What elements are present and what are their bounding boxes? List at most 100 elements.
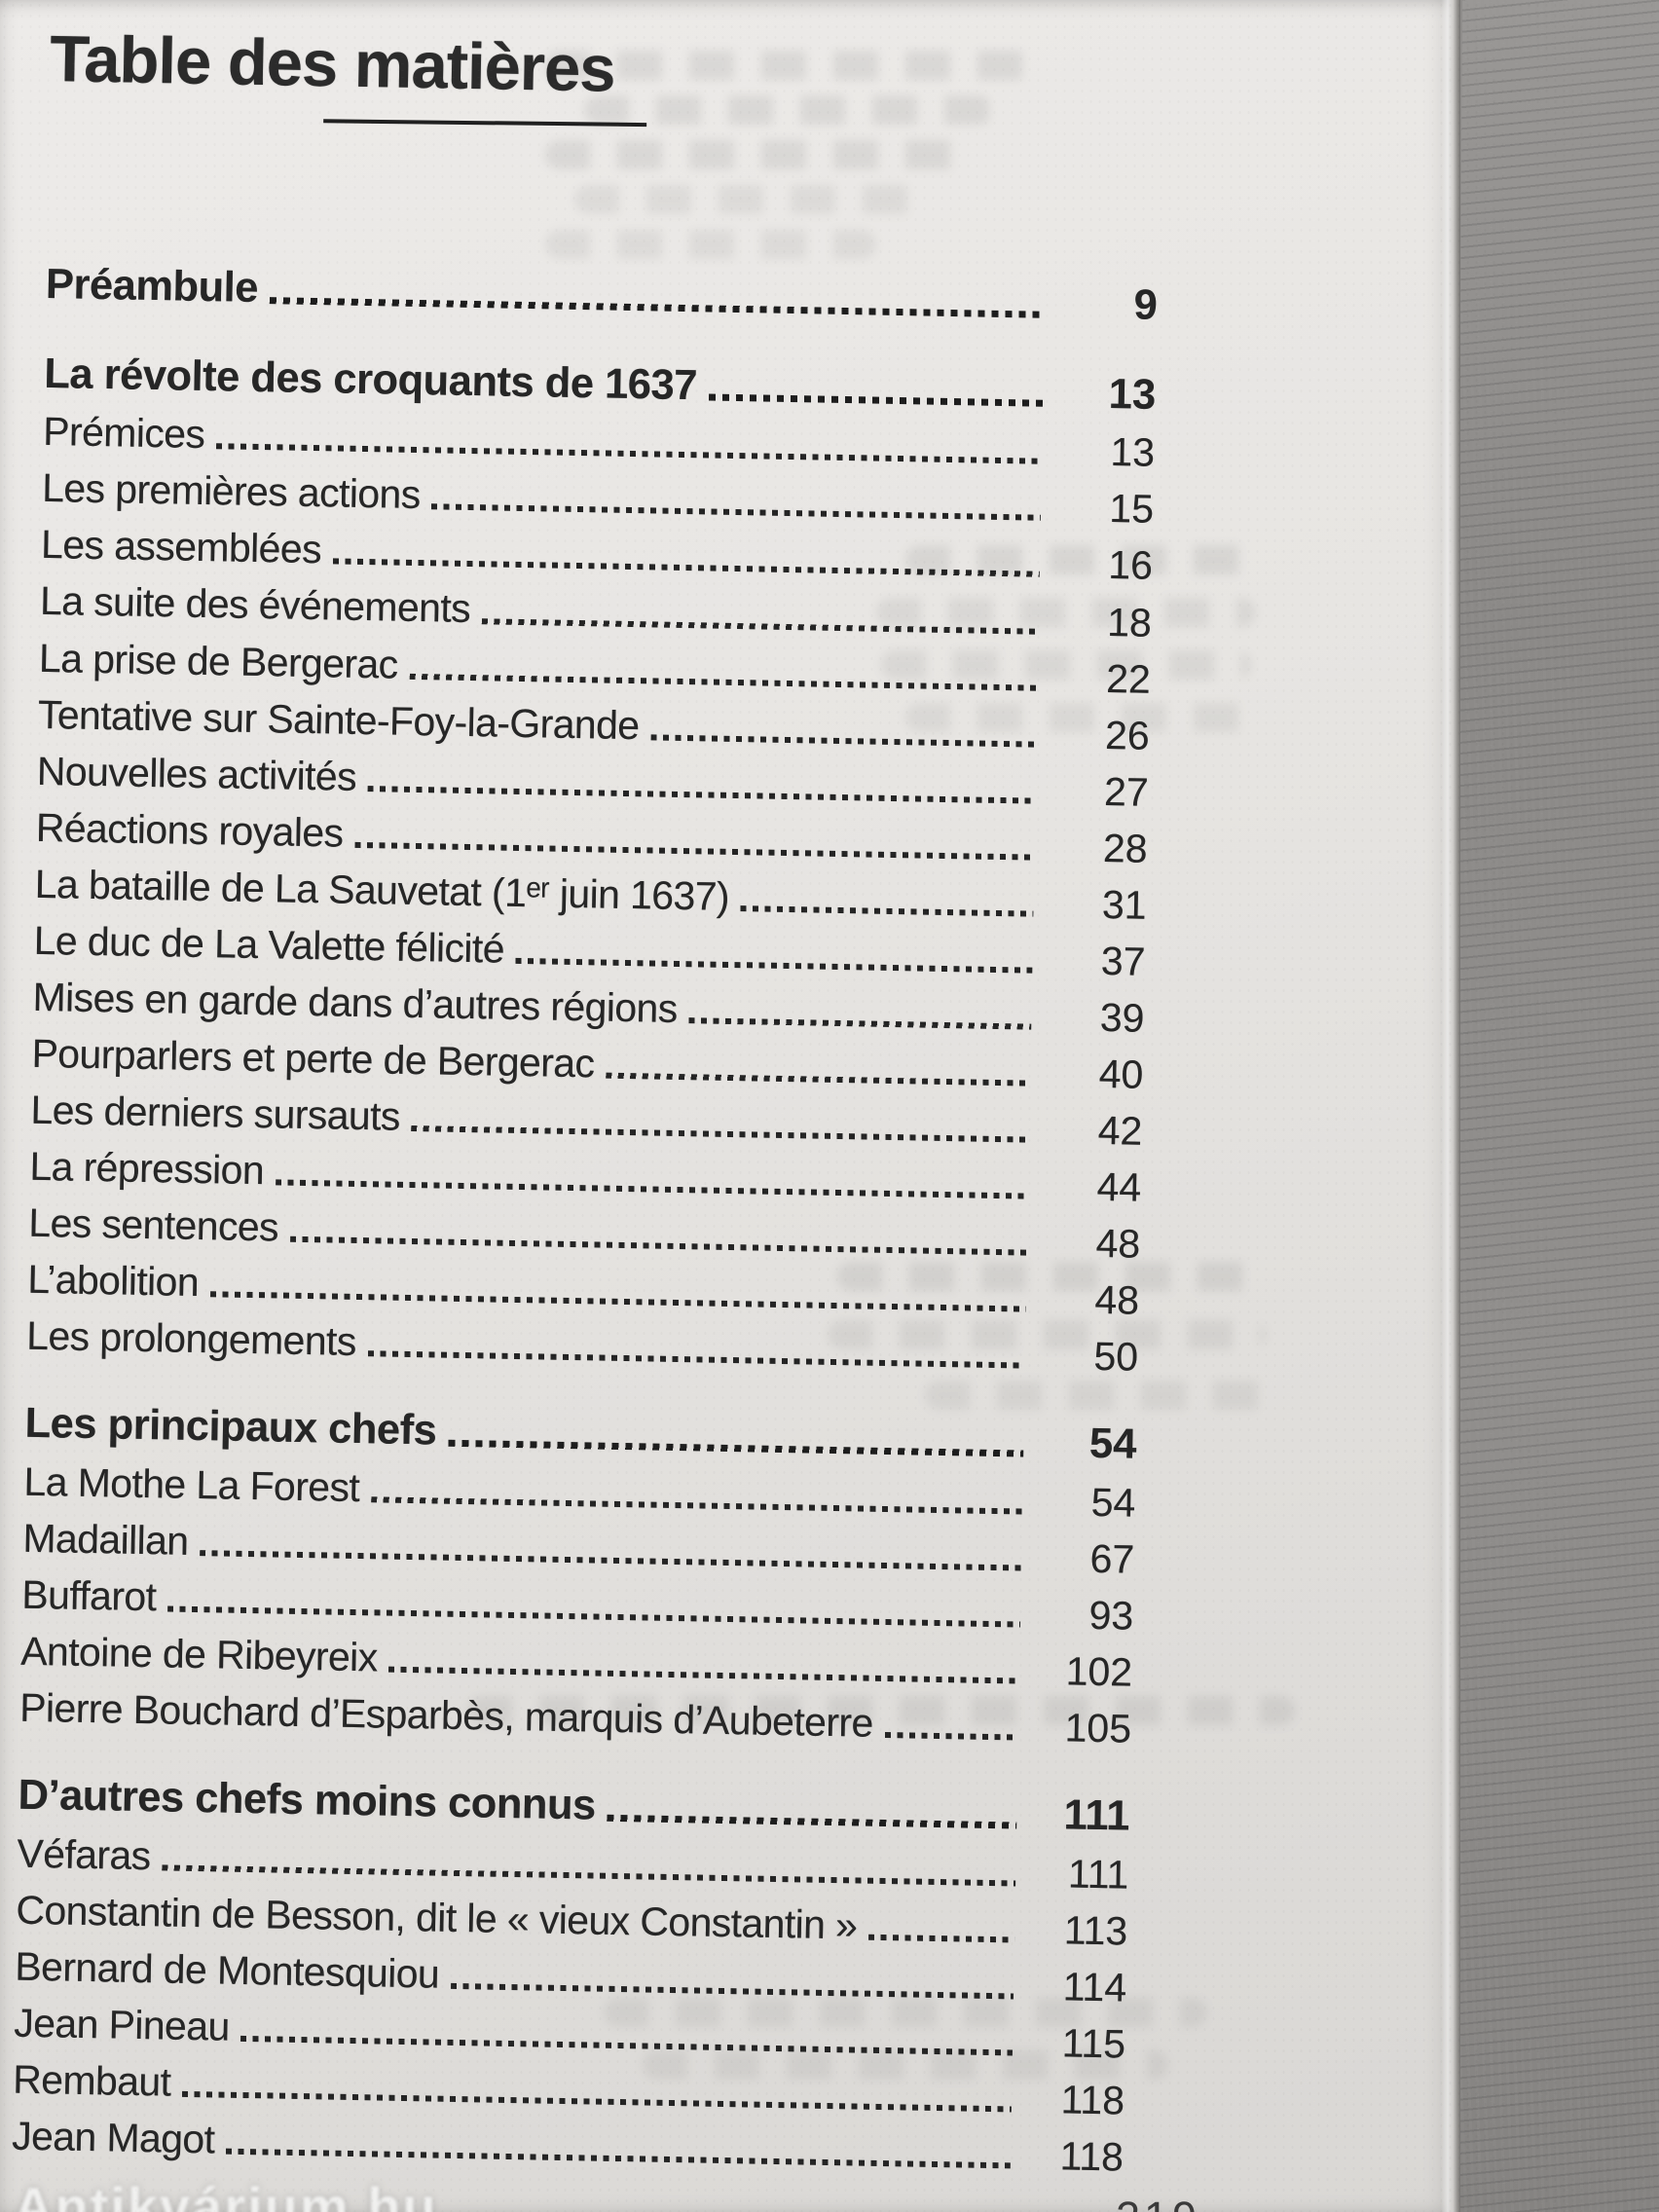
show-through-text	[467, 1696, 1295, 1725]
toc-entry-page: 37	[1100, 938, 1146, 984]
toc-entry-page: 105	[1064, 1705, 1132, 1751]
page-edge	[1441, 0, 1460, 2212]
toc-entry-page: 44	[1096, 1163, 1142, 1210]
dot-leader	[162, 1864, 1016, 1887]
toc-entry-label: Réactions royales	[35, 804, 344, 856]
dot-leader	[289, 1235, 1028, 1256]
dot-leader	[388, 1666, 1019, 1684]
toc-entry: La bataille de La Sauvetat (1ᵉʳ juin 163…	[34, 861, 1147, 928]
toc-entry-page: 39	[1099, 994, 1145, 1041]
toc-entry-page: 118	[1059, 2133, 1124, 2180]
toc-entry-page: 93	[1088, 1592, 1134, 1639]
toc-entry-label: Jean Magot	[11, 2113, 215, 2162]
toc-entry-page: 31	[1101, 881, 1147, 928]
show-through-text	[584, 95, 993, 125]
toc-entry: Les assemblées 16	[41, 522, 1154, 589]
toc-entry: Le duc de La Valette félicité 37	[33, 918, 1146, 984]
dot-leader	[650, 734, 1037, 748]
toc-entry-label: Constantin de Besson, dit le « vieux Con…	[16, 1887, 858, 1948]
toc-entry: Bernard de Montesquiou 114	[14, 1943, 1127, 2009]
toc-entry: Pierre Bouchard d’Esparbès, marquis d’Au…	[19, 1685, 1132, 1751]
dot-leader	[269, 296, 1045, 318]
toc-entry: Pourparlers et perte de Bergerac 40	[31, 1030, 1144, 1097]
dot-leader	[431, 503, 1041, 522]
dot-leader	[607, 1814, 1017, 1829]
show-through-text	[905, 703, 1266, 732]
dot-leader	[447, 1439, 1024, 1457]
toc-entry-label: Pourparlers et perte de Bergerac	[31, 1030, 595, 1087]
toc-entry-label: Les premières actions	[41, 465, 422, 518]
toc-entry-label: Prémices	[42, 409, 205, 458]
show-through-text	[828, 1320, 1266, 1349]
dot-leader	[450, 1982, 1014, 2000]
toc-entry-page: 28	[1102, 825, 1149, 871]
toc-entry-label: La prise de Bergerac	[38, 635, 399, 687]
toc-entry: Rembaut 118	[12, 2056, 1125, 2123]
dot-leader	[240, 2035, 1013, 2056]
toc-entry-page: 113	[1063, 1907, 1128, 1954]
toc-entry-page: 15	[1108, 486, 1155, 533]
antikvarium-watermark: Antikvárium.hu	[14, 2176, 438, 2212]
dot-leader	[481, 617, 1039, 635]
toc-entry-label: La bataille de La Sauvetat (1ᵉʳ juin 163…	[34, 861, 730, 919]
toc-entry-label: Véfaras	[17, 1830, 152, 1878]
toc-entry: Les derniers sursauts 42	[30, 1088, 1143, 1154]
toc-entry: Les sentences 48	[27, 1199, 1141, 1267]
toc-entry-label: Buffarot	[20, 1571, 157, 1620]
show-through-text	[574, 185, 925, 214]
toc-entry-label: Jean Pineau	[13, 2000, 231, 2049]
toc-entry-page: 9	[1133, 281, 1159, 330]
toc-entry: Préambule 9	[45, 260, 1159, 330]
toc-entry-page: 22	[1105, 655, 1152, 702]
dot-leader	[409, 673, 1038, 691]
dot-leader	[688, 1017, 1032, 1030]
show-through-text	[925, 1381, 1275, 1410]
toc-entry-page: 115	[1061, 2020, 1126, 2067]
toc-entry-label: Madaillan	[22, 1515, 189, 1564]
page-title: Table des matières	[49, 21, 616, 106]
toc-entry-page: 54	[1090, 1479, 1136, 1526]
toc-entry-label: Mises en garde dans d’autres régions	[32, 974, 679, 1031]
toc-entry-page: 118	[1060, 2077, 1125, 2123]
toc-entry-label: D’autres chefs moins connus	[18, 1771, 597, 1829]
toc-entry: L’abolition 48	[27, 1257, 1140, 1323]
toc-entry-page: 26	[1104, 712, 1151, 758]
toc-entry-page: 48	[1094, 1276, 1140, 1323]
table-background	[1449, 0, 1659, 2212]
toc-entry: Les prolongements 50	[25, 1312, 1139, 1380]
dot-leader	[515, 957, 1033, 974]
toc-entry-label: La suite des événements	[39, 578, 471, 632]
toc-entry: Constantin de Besson, dit le « vieux Con…	[16, 1887, 1128, 1954]
dot-leader	[200, 1549, 1022, 1571]
toc-entry-label: Les principaux chefs	[24, 1399, 437, 1455]
toc-entry-page: 42	[1097, 1107, 1143, 1154]
dot-leader	[370, 1496, 1023, 1515]
dot-leader	[367, 785, 1036, 804]
toc-entry: La suite des événements 18	[39, 578, 1153, 645]
toc-entry-page: 16	[1107, 542, 1154, 589]
show-through-text	[604, 1998, 1207, 2027]
toc-entry-label: Les sentences	[27, 1199, 279, 1250]
dot-leader	[332, 558, 1040, 578]
toc-entry-label: La Mothe La Forest	[23, 1458, 360, 1510]
toc-entry-label: Rembaut	[12, 2056, 171, 2105]
toc-entry: Réactions royales 28	[35, 804, 1149, 871]
toc-entry-label: Bernard de Montesquiou	[14, 1943, 440, 1997]
dot-leader	[740, 904, 1034, 917]
toc-entry-page: 67	[1089, 1535, 1135, 1582]
toc-entry: Jean Magot 118	[11, 2113, 1124, 2180]
toc-entry: La Mothe La Forest 54	[23, 1458, 1136, 1526]
toc-entry-page: 50	[1093, 1334, 1139, 1380]
toc-entry-page: 102	[1065, 1648, 1133, 1695]
dot-leader	[868, 1934, 1015, 1943]
toc-entry-label: Les prolongements	[25, 1312, 357, 1365]
dot-leader	[167, 1605, 1021, 1628]
dot-leader	[209, 1291, 1026, 1312]
toc-entry: Antoine de Ribeyreix 102	[20, 1629, 1133, 1695]
show-through-text	[545, 230, 876, 259]
toc-entry: Les principaux chefs 54	[24, 1399, 1137, 1468]
toc-entry: Buffarot 93	[20, 1571, 1134, 1639]
toc-entry: Tentative sur Sainte-Foy-la-Grande 26	[38, 691, 1151, 758]
toc-entry-label: Préambule	[45, 260, 259, 312]
